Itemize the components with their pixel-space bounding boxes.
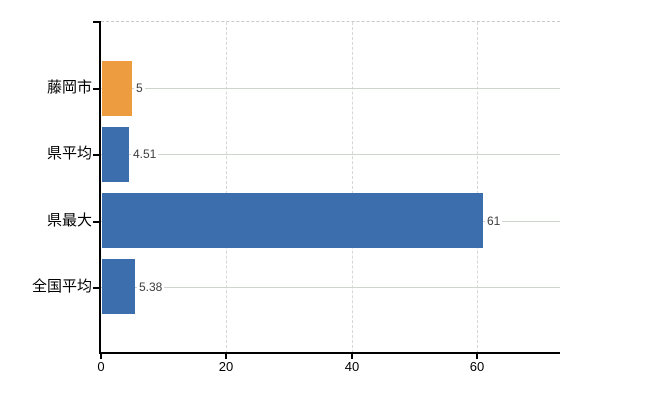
x-tick-label: 0 bbox=[97, 359, 105, 374]
y-axis-line bbox=[99, 22, 101, 354]
bar bbox=[102, 193, 483, 248]
plot-top-border bbox=[101, 21, 560, 22]
category-label: 全国平均 bbox=[31, 278, 92, 295]
horizontal-gridline bbox=[101, 287, 560, 288]
horizontal-gridline bbox=[101, 154, 560, 155]
value-label: 61 bbox=[485, 214, 503, 228]
value-label: 4.51 bbox=[131, 147, 159, 161]
y-axis-tick bbox=[93, 154, 101, 156]
category-label: 県最大 bbox=[46, 212, 92, 229]
y-axis-tick bbox=[93, 221, 101, 223]
vertical-gridline bbox=[352, 22, 353, 353]
x-tick-label: 40 bbox=[344, 359, 360, 374]
y-axis-tick bbox=[93, 287, 101, 289]
vertical-gridline bbox=[477, 22, 478, 353]
value-label: 5.38 bbox=[137, 280, 165, 294]
category-label: 藤岡市 bbox=[46, 79, 92, 96]
x-axis-line bbox=[99, 352, 560, 354]
horizontal-gridline bbox=[101, 88, 560, 89]
y-axis-tick bbox=[93, 21, 101, 23]
bar bbox=[102, 61, 132, 116]
y-axis-tick bbox=[93, 88, 101, 90]
bar bbox=[102, 259, 135, 314]
x-axis-tick bbox=[225, 354, 227, 359]
x-axis-tick bbox=[476, 354, 478, 359]
x-tick-label: 20 bbox=[218, 359, 234, 374]
vertical-gridline bbox=[226, 22, 227, 353]
x-tick-label: 60 bbox=[469, 359, 485, 374]
category-label: 県平均 bbox=[46, 145, 92, 162]
x-axis-tick bbox=[100, 354, 102, 359]
bar bbox=[102, 127, 129, 182]
x-axis-tick bbox=[351, 354, 353, 359]
value-label: 5 bbox=[134, 81, 145, 95]
